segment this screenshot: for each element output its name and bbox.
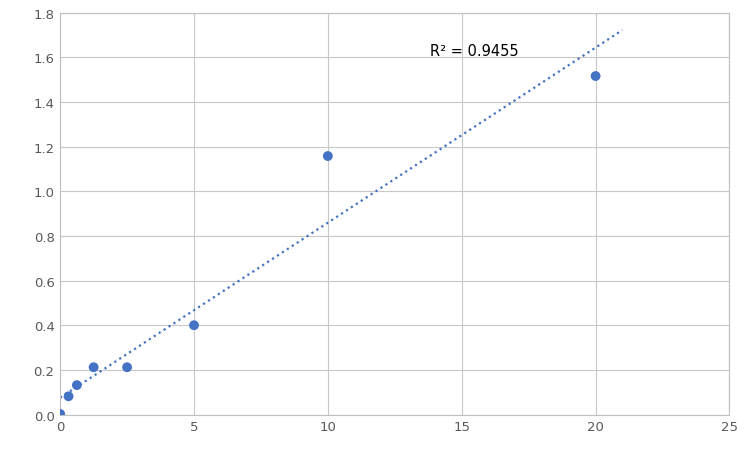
Point xyxy=(87,364,99,371)
Point xyxy=(71,382,83,389)
Point xyxy=(54,410,66,418)
Point xyxy=(62,393,74,400)
Text: R² = 0.9455: R² = 0.9455 xyxy=(429,44,518,59)
Point xyxy=(322,153,334,160)
Point xyxy=(121,364,133,371)
Point xyxy=(590,73,602,80)
Point xyxy=(188,322,200,329)
